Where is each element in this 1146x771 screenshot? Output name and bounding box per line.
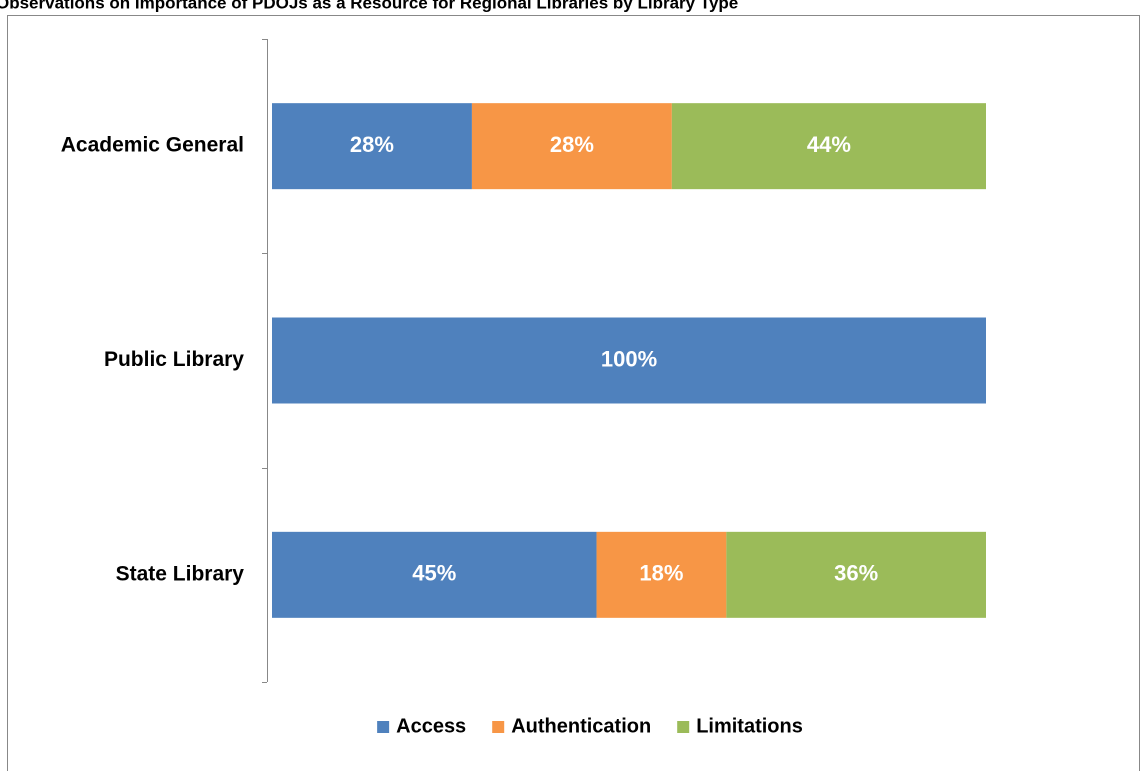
data-label: 28% [350,132,394,157]
category-label: Academic General [61,134,244,157]
legend-label: Access [396,715,466,737]
legend-swatch [492,721,505,733]
data-label: 100% [601,346,657,371]
legend-swatch [377,721,390,733]
bar-segment [596,531,727,618]
data-label: 36% [834,561,878,586]
bar-segment [272,317,986,404]
bar-segment [471,103,672,190]
data-label: 45% [412,561,456,586]
bar-segment [726,531,986,618]
bar-segment [272,531,597,618]
data-label: 44% [807,132,851,157]
legend-label: Authentication [511,715,651,737]
category-label: Public Library [104,348,244,371]
legend-swatch [677,721,690,733]
legend-label: Limitations [696,715,803,737]
category-label: State Library [116,562,245,585]
data-label: 28% [550,132,594,157]
chart-title: Observations on Importance of PDOJs as a… [0,0,738,12]
bar-segment [671,103,986,190]
bar-segment [272,103,472,190]
data-label: 18% [639,561,683,586]
